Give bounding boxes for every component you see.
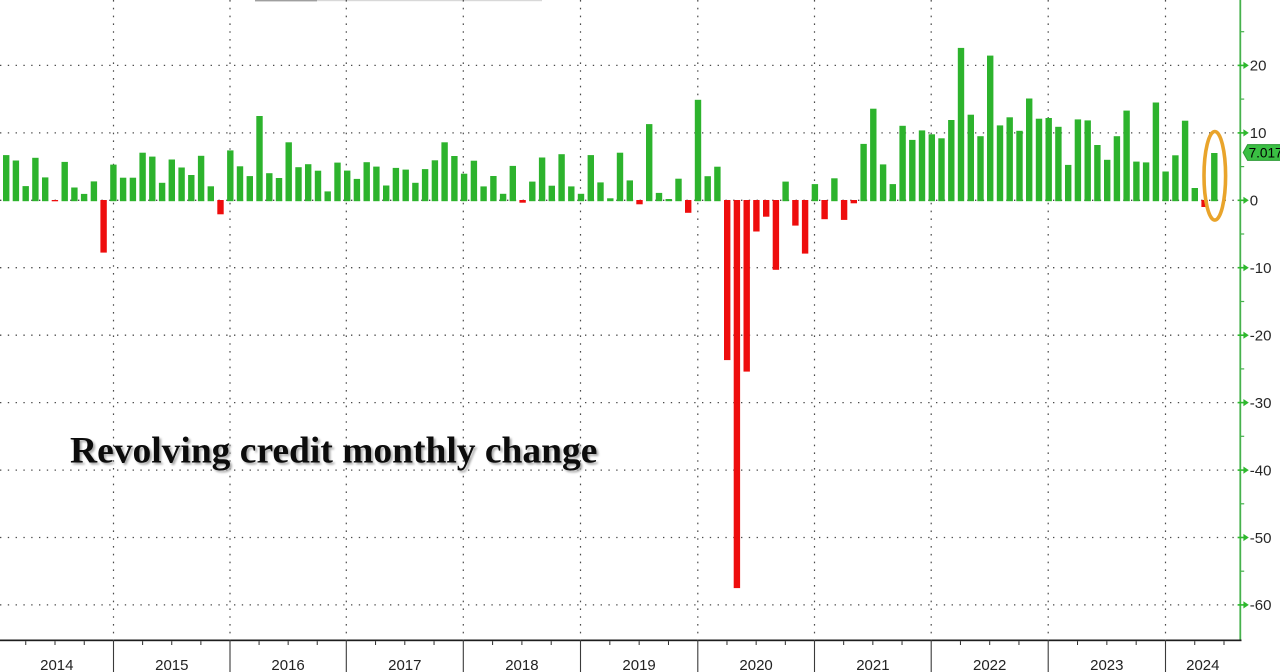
- svg-text:2014: 2014: [40, 657, 73, 672]
- svg-text:10: 10: [1250, 125, 1267, 142]
- svg-text:-30: -30: [1250, 395, 1272, 412]
- svg-text:-20: -20: [1250, 328, 1272, 345]
- svg-text:2018: 2018: [505, 657, 538, 672]
- svg-text:2017: 2017: [388, 657, 421, 672]
- svg-text:0: 0: [1250, 193, 1258, 210]
- svg-text:2016: 2016: [271, 657, 304, 672]
- svg-text:-10: -10: [1250, 260, 1272, 277]
- svg-text:-60: -60: [1250, 597, 1272, 614]
- svg-text:2019: 2019: [622, 657, 655, 672]
- svg-text:2024: 2024: [1186, 657, 1219, 672]
- svg-text:Revolving credit monthly chang: Revolving credit monthly change: [70, 431, 597, 472]
- svg-text:-40: -40: [1250, 462, 1272, 479]
- svg-text:2023: 2023: [1090, 657, 1123, 672]
- svg-text:7.017: 7.017: [1249, 146, 1280, 161]
- svg-text:20: 20: [1250, 58, 1267, 75]
- svg-text:2021: 2021: [856, 657, 889, 672]
- svg-text:2015: 2015: [155, 657, 188, 672]
- svg-text:2022: 2022: [973, 657, 1006, 672]
- svg-text:-50: -50: [1250, 530, 1272, 547]
- svg-text:2020: 2020: [739, 657, 772, 672]
